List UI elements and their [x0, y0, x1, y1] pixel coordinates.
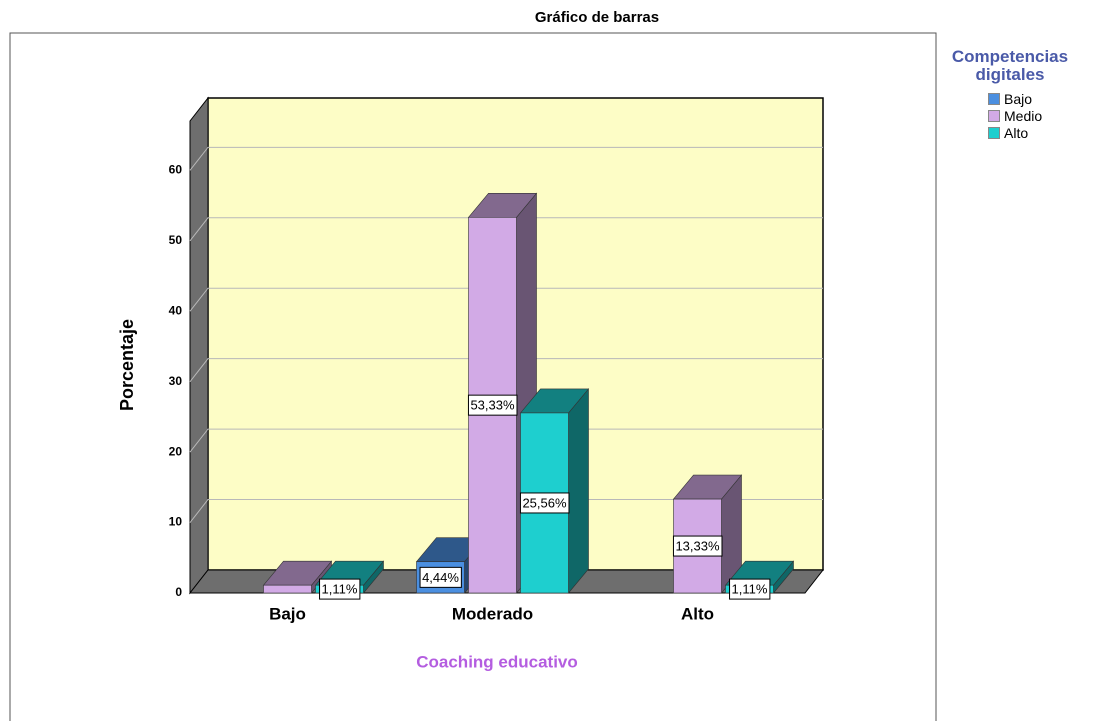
y-tick-label: 60 [169, 162, 183, 176]
legend-label: Bajo [1004, 90, 1033, 107]
legend-items: Bajo Medio Alto [940, 90, 1110, 141]
x-tick-label: Bajo [269, 604, 306, 623]
grid-line [189, 499, 823, 523]
grid-line [189, 287, 823, 312]
data-label-box [729, 578, 771, 600]
data-label: 25,56% [519, 492, 570, 514]
x-tick-label: Alto [681, 604, 714, 623]
legend-title: Competencias digitales [951, 47, 1069, 84]
data-label-text: 1,11% [732, 582, 768, 597]
data-label-box [467, 394, 518, 416]
grid-line [189, 428, 823, 453]
data-label: 13,33% [672, 535, 723, 557]
bar-3d [672, 474, 743, 594]
grid-line [189, 217, 823, 242]
data-label: 1,11% [729, 578, 771, 600]
x-axis-label: Coaching educativo [416, 652, 578, 671]
data-label-box [419, 566, 462, 588]
legend-label: Alto [1004, 124, 1029, 141]
legend: Competencias digitales Bajo Medio Alto [940, 48, 1110, 141]
data-label-text: 53,33% [470, 398, 515, 413]
legend-swatch [988, 109, 1000, 122]
data-label-box [519, 492, 570, 514]
data-label: 4,44% [419, 566, 462, 588]
grid-line [189, 146, 823, 171]
bar [263, 584, 312, 594]
y-tick-label: 20 [169, 444, 183, 458]
bar-3d [519, 388, 590, 594]
frame [9, 32, 937, 721]
data-label-text: 13,33% [675, 538, 720, 553]
legend-label: Medio [1004, 107, 1043, 124]
legend-item: Medio [988, 107, 1110, 124]
data-label-text: 25,56% [522, 495, 567, 510]
data-label-box [672, 535, 723, 557]
grid-line [189, 358, 823, 382]
data-label-text: 4,44% [422, 570, 459, 585]
data-label: 1,11% [319, 578, 361, 600]
y-tick-label: 50 [169, 233, 183, 247]
legend-item: Alto [988, 124, 1110, 141]
y-axis-label: Porcentaje [117, 319, 137, 411]
legend-swatch [988, 92, 1000, 105]
y-tick-label: 40 [169, 303, 183, 317]
bar-side [568, 388, 589, 594]
data-label: 53,33% [467, 394, 518, 416]
legend-item: Bajo [988, 90, 1110, 107]
y-tick-label: 30 [169, 374, 183, 388]
chart-title: Gráfico de barras [535, 9, 659, 26]
legend-swatch [988, 126, 1000, 139]
y-tick-label: 0 [175, 585, 182, 599]
data-label-text: 1,11% [322, 582, 358, 597]
x-tick-label: Moderado [452, 604, 533, 623]
y-tick-label: 10 [169, 515, 183, 529]
data-label-box [319, 578, 361, 600]
